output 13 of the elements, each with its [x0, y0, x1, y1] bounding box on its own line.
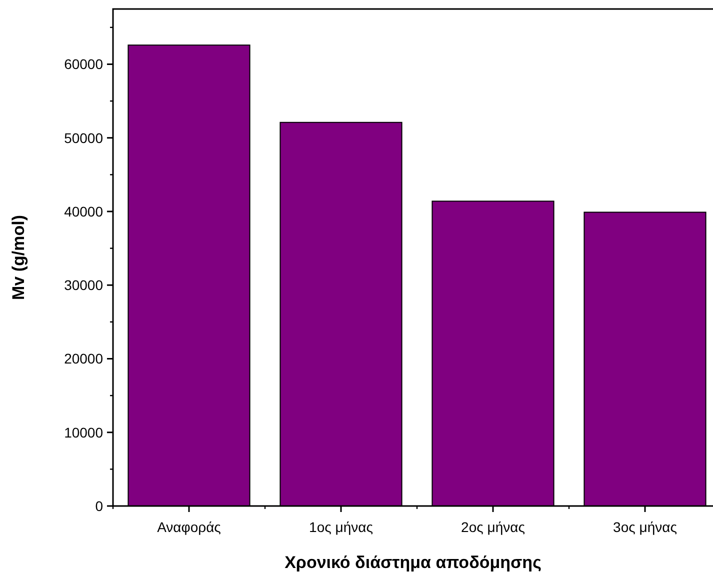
y-tick-label: 0 [95, 498, 104, 514]
y-axis-title: Mv (g/mol) [9, 215, 28, 300]
x-axis-title: Χρονικό διάστημα αποδόμησης [284, 553, 542, 572]
y-tick-label: 40000 [64, 203, 104, 220]
y-tick-label: 20000 [64, 350, 104, 367]
y-tick-label: 10000 [64, 424, 104, 440]
x-tick-label: 3ος μήνας [613, 519, 678, 535]
x-tick-label: 1ος μήνας [309, 519, 374, 535]
y-tick-label: 30000 [64, 277, 104, 294]
x-tick-label: 2ος μήνας [461, 519, 526, 535]
y-tick-label: 50000 [64, 130, 104, 146]
x-tick-label: Αναφοράς [157, 519, 222, 535]
y-tick-label: 60000 [64, 56, 104, 72]
